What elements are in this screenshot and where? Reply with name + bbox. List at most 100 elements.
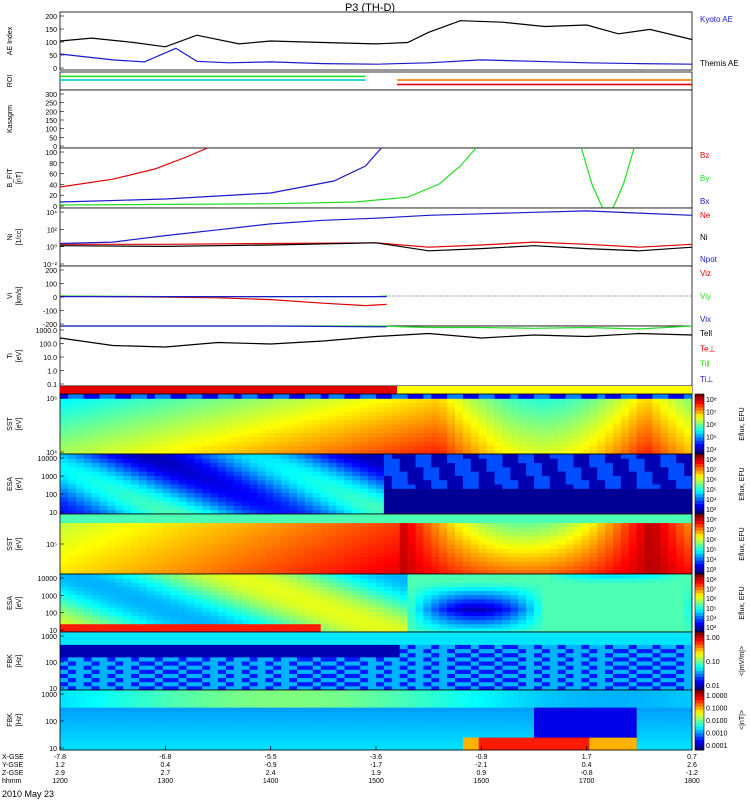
spectrogram-cell bbox=[478, 505, 488, 511]
spectrogram-cell bbox=[636, 441, 646, 446]
spectrogram-cell bbox=[407, 619, 416, 625]
spectrogram-cell bbox=[75, 627, 85, 633]
spectrogram-cell bbox=[273, 436, 282, 442]
spectrogram-cell bbox=[455, 445, 464, 451]
spectrogram-cell bbox=[644, 406, 653, 412]
spectrogram-cell bbox=[178, 644, 187, 650]
spectrogram-cell bbox=[368, 531, 377, 536]
spectrogram-cell bbox=[455, 415, 464, 421]
spectrogram-cell bbox=[628, 462, 638, 468]
spectrogram-cell bbox=[455, 458, 464, 464]
spectrogram-cell bbox=[391, 445, 401, 451]
spectrogram-cell bbox=[660, 522, 669, 528]
spectrogram-cell bbox=[218, 484, 227, 489]
spectrogram-cell bbox=[233, 531, 243, 536]
spectrogram-cell bbox=[447, 501, 456, 506]
spectrogram-cell bbox=[194, 505, 203, 511]
spectrogram-cell bbox=[462, 445, 472, 451]
spectrogram-cell bbox=[249, 590, 258, 596]
spectrogram-cell bbox=[146, 406, 156, 412]
spectrogram-cell bbox=[67, 509, 77, 515]
spectrogram-cell bbox=[312, 449, 322, 455]
spectrogram-cell bbox=[131, 475, 140, 481]
spectrogram-cell bbox=[146, 673, 156, 679]
spectrogram-cell bbox=[154, 509, 164, 515]
spectrogram-cell bbox=[518, 590, 527, 596]
spectrogram-cell bbox=[376, 424, 385, 429]
spectrogram-cell bbox=[628, 611, 638, 616]
spectrogram-cell bbox=[399, 539, 409, 545]
spectrogram-cell bbox=[549, 415, 559, 421]
spectrogram-cell bbox=[360, 432, 369, 438]
spectrogram-cell bbox=[146, 607, 156, 612]
spectrogram-cell bbox=[415, 615, 424, 621]
spectrogram-cell bbox=[99, 644, 108, 650]
spectrogram-cell bbox=[154, 603, 164, 608]
spectrogram-cell bbox=[289, 594, 298, 600]
spectrogram-cell bbox=[241, 574, 251, 579]
spectrogram-cell bbox=[589, 432, 598, 438]
spectrogram-cell bbox=[541, 509, 551, 515]
spectrogram-cell bbox=[557, 615, 567, 621]
spectrogram-cell bbox=[510, 526, 519, 532]
spectrogram-cell bbox=[194, 565, 203, 571]
spectrogram-cell bbox=[83, 644, 93, 650]
spectrogram-cell bbox=[383, 603, 393, 608]
spectrogram-cell bbox=[462, 488, 472, 494]
spectrogram-cell bbox=[589, 419, 598, 425]
spectrogram-cell bbox=[170, 526, 179, 532]
spectrogram-cell bbox=[557, 556, 567, 562]
spectrogram-cell bbox=[399, 526, 409, 532]
spectrogram-cell bbox=[67, 632, 77, 637]
spectrogram-cell bbox=[526, 475, 535, 481]
spectrogram-cell bbox=[455, 611, 464, 616]
spectrogram-cell bbox=[225, 462, 235, 468]
spectrogram-cell bbox=[146, 619, 156, 625]
spectrogram-cell bbox=[565, 556, 574, 562]
spectrogram-cell bbox=[534, 492, 543, 498]
spectrogram-cell bbox=[225, 449, 235, 455]
spectrogram-cell bbox=[478, 565, 488, 571]
spectrogram-cell bbox=[415, 466, 424, 472]
colorbar-cell bbox=[695, 394, 704, 398]
spectrogram-cell bbox=[652, 586, 661, 592]
spectrogram-cell bbox=[202, 574, 211, 579]
series-ni-line bbox=[59, 242, 693, 252]
spectrogram-cell bbox=[186, 458, 195, 464]
spectrogram-cell bbox=[613, 428, 622, 434]
spectrogram-cell bbox=[115, 652, 124, 658]
spectrogram-cell bbox=[75, 561, 85, 566]
spectrogram-cell bbox=[597, 539, 606, 545]
spectrogram-cell bbox=[107, 394, 116, 399]
spectrogram-cell bbox=[91, 539, 100, 545]
spectrogram-cell bbox=[281, 488, 290, 494]
spectrogram-cell bbox=[297, 627, 306, 633]
spectrogram-cell bbox=[605, 398, 614, 404]
spectrogram-cell bbox=[233, 458, 243, 464]
spectrogram-cell bbox=[131, 454, 140, 459]
spectrogram-cell bbox=[115, 526, 124, 532]
spectrogram-cell bbox=[644, 535, 653, 541]
spectrogram-cell bbox=[423, 458, 432, 464]
spectrogram-cell bbox=[297, 603, 306, 608]
spectrogram-cell bbox=[660, 509, 669, 515]
spectrogram-cell bbox=[684, 415, 693, 421]
spectrogram-cell bbox=[297, 611, 306, 616]
spectrogram-cell bbox=[218, 561, 227, 566]
spectrogram-cell bbox=[376, 582, 385, 587]
spectrogram-cell bbox=[123, 432, 132, 438]
spectrogram-cell bbox=[573, 406, 582, 412]
spectrogram-cell bbox=[478, 586, 488, 592]
spectrogram-cell bbox=[233, 611, 243, 616]
spectrogram-cell bbox=[344, 496, 353, 502]
spectrogram-cell bbox=[676, 522, 685, 528]
spectrogram-cell bbox=[91, 484, 100, 489]
spectrogram-cell bbox=[352, 471, 361, 476]
spectrogram-cell bbox=[194, 685, 203, 691]
spectrogram-cell bbox=[178, 531, 187, 536]
spectrogram-cell bbox=[518, 539, 527, 545]
spectrogram-cell bbox=[233, 475, 243, 481]
spectrogram-cell bbox=[107, 398, 116, 404]
spectrogram-cell bbox=[431, 454, 440, 459]
spectrogram-cell bbox=[91, 561, 100, 566]
